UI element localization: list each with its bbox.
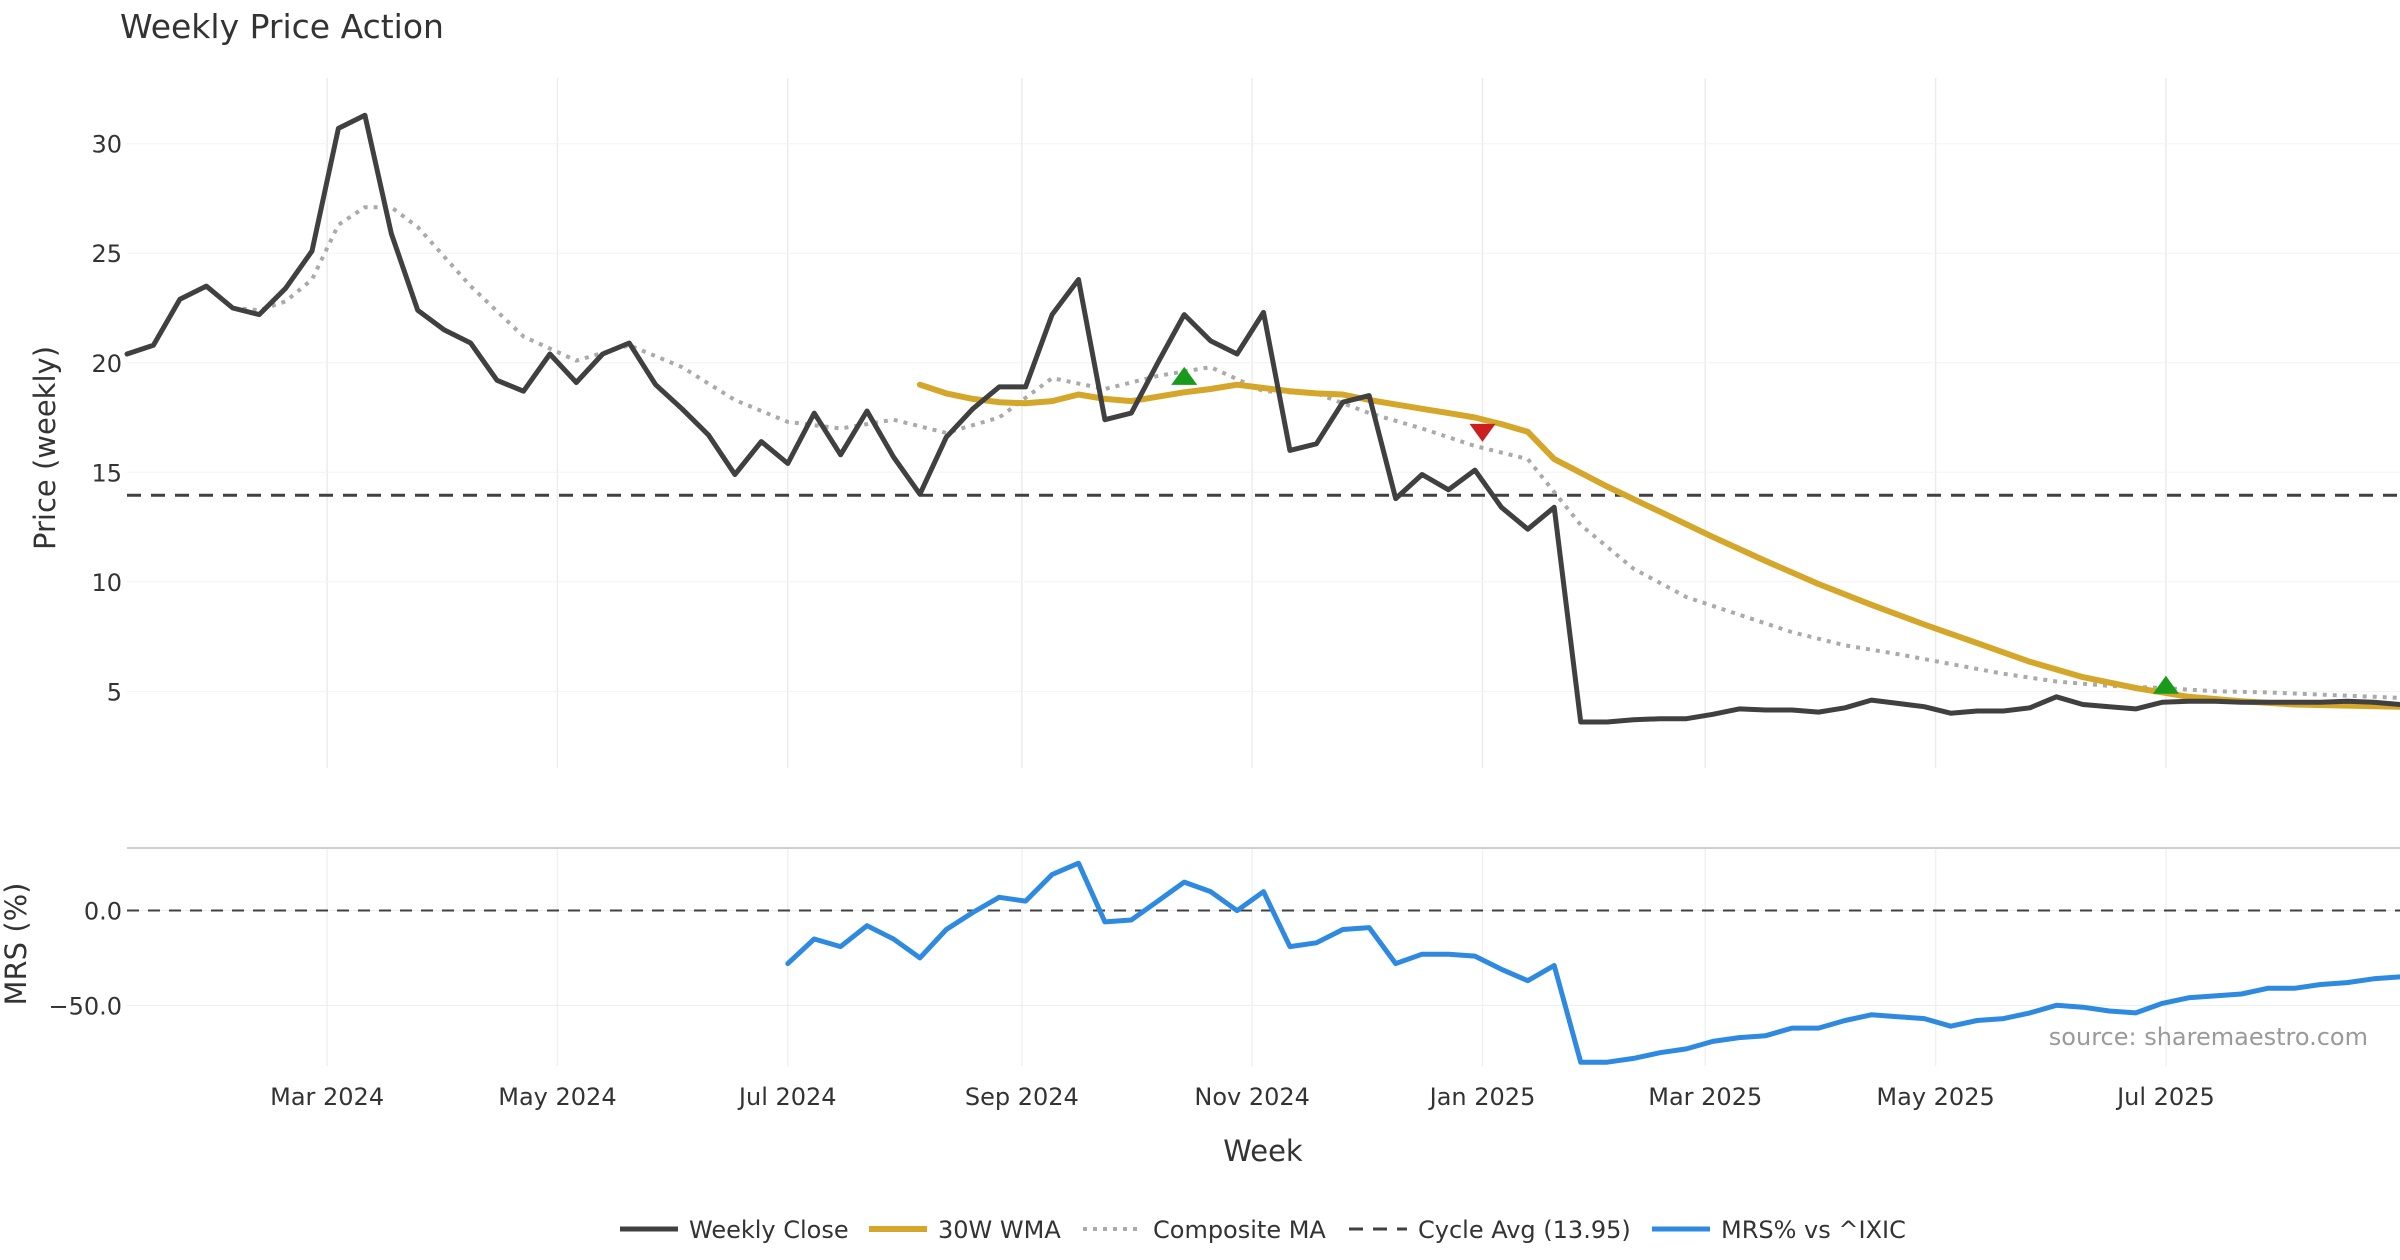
x-tick-label: May 2025 [1876, 1083, 1994, 1111]
x-tick-label: Jul 2025 [2115, 1083, 2215, 1111]
axis-layer: Mar 2024 May 2024 Jul 2024 Sep 2024 Nov 2024… [48, 131, 2214, 1111]
sell-signal-marker [1469, 423, 1496, 442]
mrs-y-tick-label: −50.0 [48, 992, 122, 1020]
mrs-y-tick-label: 0.0 [84, 898, 122, 926]
legend-label-weekly-close: Weekly Close [689, 1216, 849, 1244]
chart-title: Weekly Price Action [120, 7, 444, 46]
x-axis-title: Week [1223, 1134, 1303, 1168]
reference-lines [127, 493, 2400, 912]
x-tick-label: Jan 2025 [1428, 1083, 1536, 1111]
legend-label-30w-wma: 30W WMA [938, 1216, 1061, 1244]
legend-label-composite-ma: Composite MA [1153, 1216, 1326, 1244]
wma-30w-line [916, 381, 2400, 710]
buy-signal-marker [1171, 366, 1198, 385]
x-tick-label: Sep 2024 [965, 1083, 1079, 1111]
x-tick-label: Nov 2024 [1194, 1083, 1310, 1111]
composite-ma-line [232, 205, 2400, 700]
mrs-y-axis-title: MRS (%) [0, 883, 33, 1006]
price-y-tick-label: 30 [91, 131, 122, 159]
x-tick-label: Jul 2024 [737, 1083, 837, 1111]
x-tick-label: Mar 2024 [270, 1083, 384, 1111]
price-y-tick-label: 15 [91, 459, 122, 487]
series-layer [124, 112, 2400, 1065]
signal-markers [1171, 366, 2179, 694]
weekly-close-line [124, 112, 2400, 725]
source-note: source: sharemaestro.com [2049, 1023, 2368, 1051]
grid-layer [127, 78, 2400, 1066]
price-y-tick-label: 10 [91, 569, 122, 597]
price-y-tick-label: 25 [91, 240, 122, 268]
price-y-tick-label: 20 [91, 350, 122, 378]
legend-label-cycle-avg: Cycle Avg (13.95) [1418, 1216, 1631, 1244]
legend: Weekly Close 30W WMA Composite MA Cycle … [620, 1216, 1906, 1244]
x-tick-label: Mar 2025 [1648, 1083, 1762, 1111]
price-y-tick-label: 5 [107, 678, 122, 706]
mrs-line [785, 860, 2400, 1065]
legend-label-mrs: MRS% vs ^IXIC [1721, 1216, 1906, 1244]
x-tick-label: May 2024 [498, 1083, 616, 1111]
buy-signal-marker [2152, 675, 2179, 694]
price-y-axis-title: Price (weekly) [28, 346, 62, 550]
